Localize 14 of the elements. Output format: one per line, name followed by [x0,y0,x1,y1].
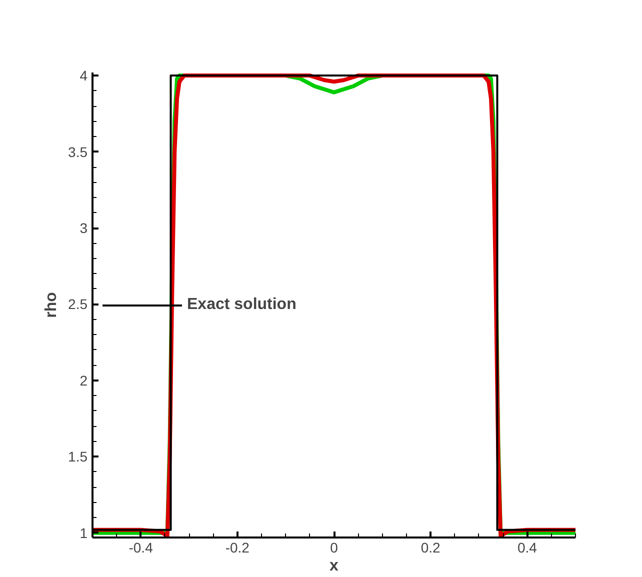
y-tick-label: 2 [80,372,88,388]
y-tick-label: 1.5 [68,448,88,465]
x-tick-label: -0.2 [225,540,250,556]
x-tick-label: 0 [330,540,338,556]
y-tick-label: 3 [80,220,88,236]
y-tick-label: 2.5 [68,296,88,312]
y-tick-label: 1 [80,524,88,541]
x-tick-label: 0.4 [517,540,538,556]
x-axis-title: x [330,558,339,574]
y-tick-label: 3.5 [68,144,88,160]
y-axis-title: rho [43,292,60,318]
y-tick-label: 4 [80,68,88,84]
x-tick-label: -0.4 [128,540,154,556]
x-tick-label: 0.2 [420,540,441,556]
